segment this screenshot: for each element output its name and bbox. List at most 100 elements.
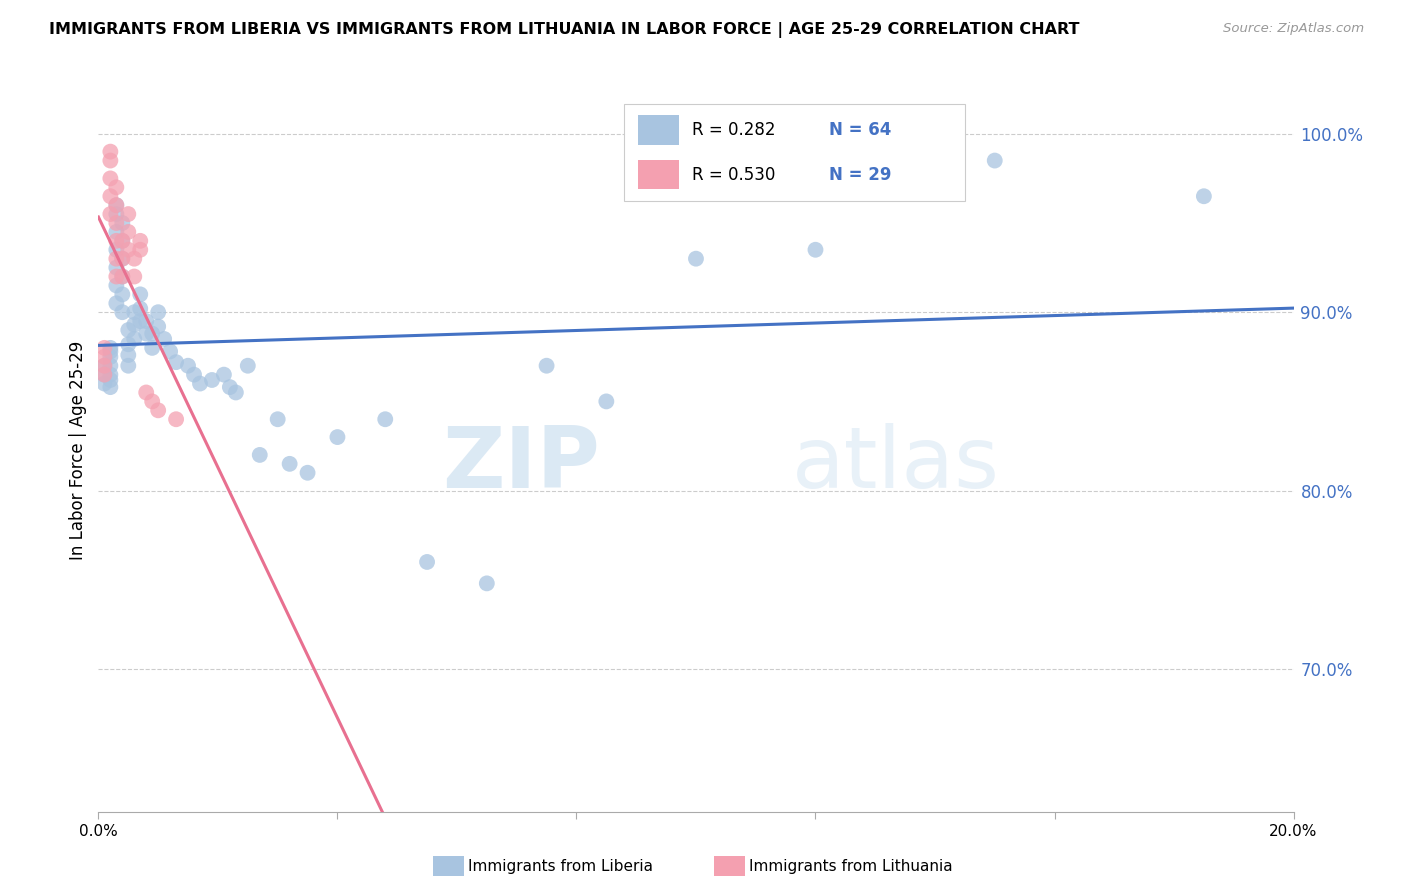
Point — [148, 403, 170, 417]
Point — [129, 301, 152, 316]
Point — [98, 344, 122, 359]
Point — [117, 207, 139, 221]
Point — [98, 373, 122, 387]
FancyBboxPatch shape — [624, 103, 965, 202]
Point — [984, 153, 1007, 168]
Point — [212, 368, 235, 382]
Point — [141, 326, 163, 341]
Point — [236, 359, 259, 373]
Point — [105, 278, 128, 293]
Point — [105, 260, 128, 275]
Point — [98, 341, 122, 355]
Point — [326, 430, 349, 444]
Point — [148, 319, 170, 334]
Point — [117, 323, 139, 337]
Point — [111, 234, 134, 248]
Point — [117, 359, 139, 373]
Point — [111, 216, 134, 230]
Point — [98, 145, 122, 159]
Y-axis label: In Labor Force | Age 25-29: In Labor Force | Age 25-29 — [69, 341, 87, 560]
Point — [148, 305, 170, 319]
Point — [93, 359, 115, 373]
Point — [105, 296, 128, 310]
Point — [267, 412, 290, 426]
Point — [111, 252, 134, 266]
Point — [105, 225, 128, 239]
Point — [374, 412, 396, 426]
Point — [124, 332, 146, 346]
Point — [141, 341, 163, 355]
Point — [416, 555, 439, 569]
Point — [141, 394, 163, 409]
Point — [159, 344, 181, 359]
Point — [183, 368, 205, 382]
Point — [219, 380, 242, 394]
Point — [117, 225, 139, 239]
Point — [105, 198, 128, 212]
Text: R = 0.530: R = 0.530 — [692, 166, 776, 184]
Point — [153, 332, 176, 346]
Point — [124, 318, 146, 332]
Point — [105, 207, 128, 221]
Point — [98, 207, 122, 221]
Point — [98, 171, 122, 186]
Point — [93, 368, 115, 382]
Point — [105, 216, 128, 230]
Point — [225, 385, 247, 400]
Point — [98, 368, 122, 382]
Point — [297, 466, 319, 480]
Point — [117, 348, 139, 362]
Point — [804, 243, 827, 257]
Point — [117, 243, 139, 257]
Point — [98, 189, 122, 203]
Text: R = 0.282: R = 0.282 — [692, 121, 776, 139]
Text: N = 29: N = 29 — [828, 166, 891, 184]
Point — [201, 373, 224, 387]
Point — [129, 243, 152, 257]
Point — [188, 376, 211, 391]
Point — [595, 394, 617, 409]
Point — [111, 234, 134, 248]
Point — [1192, 189, 1215, 203]
Point — [249, 448, 271, 462]
Text: atlas: atlas — [792, 424, 1000, 507]
Point — [135, 326, 157, 341]
Point — [105, 180, 128, 194]
Text: ZIP: ZIP — [443, 424, 600, 507]
Text: Immigrants from Liberia: Immigrants from Liberia — [468, 859, 654, 873]
Point — [98, 153, 122, 168]
Point — [129, 314, 152, 328]
Text: Source: ZipAtlas.com: Source: ZipAtlas.com — [1223, 22, 1364, 36]
Bar — [638, 115, 679, 145]
Point — [105, 269, 128, 284]
Point — [111, 269, 134, 284]
Bar — [638, 161, 679, 189]
Point — [165, 412, 187, 426]
Point — [93, 350, 115, 364]
Point — [105, 234, 128, 248]
Point — [98, 380, 122, 394]
Point — [475, 576, 498, 591]
Point — [105, 252, 128, 266]
Point — [177, 359, 200, 373]
Point — [111, 269, 134, 284]
Point — [278, 457, 301, 471]
Point — [111, 287, 134, 301]
Point — [135, 314, 157, 328]
Point — [93, 376, 115, 391]
Point — [129, 287, 152, 301]
Point — [93, 341, 115, 355]
Point — [685, 252, 707, 266]
Point — [93, 359, 115, 373]
Point — [111, 305, 134, 319]
Point — [124, 252, 146, 266]
Point — [117, 337, 139, 351]
Point — [111, 252, 134, 266]
Point — [105, 198, 128, 212]
Point — [129, 234, 152, 248]
Point — [98, 359, 122, 373]
Point — [536, 359, 558, 373]
Point — [105, 243, 128, 257]
Point — [135, 385, 157, 400]
Point — [93, 368, 115, 382]
